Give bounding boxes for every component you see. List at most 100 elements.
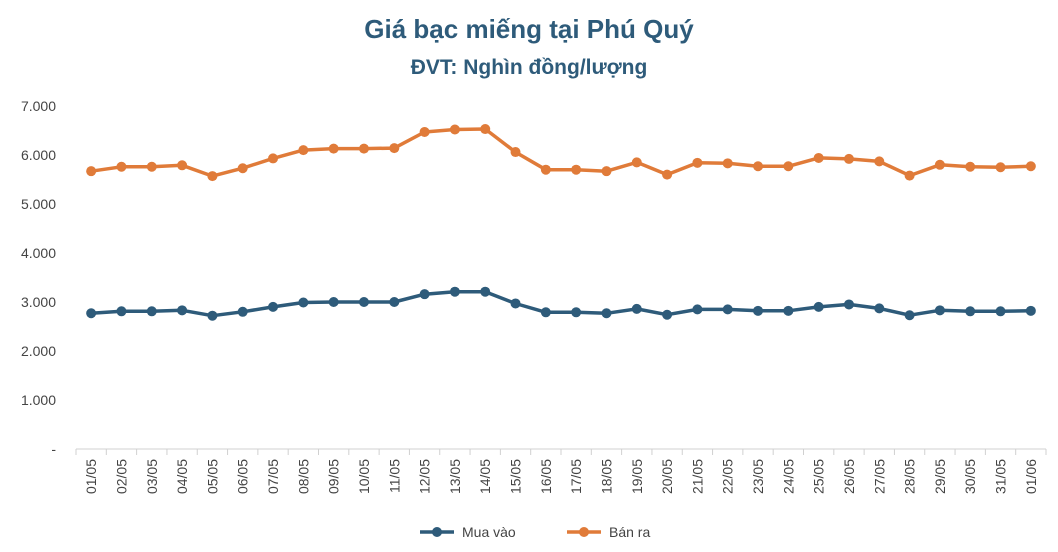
data-point [298,297,309,308]
data-point [389,297,400,307]
data-point [904,310,915,321]
x-tick-label: 02/05 [113,459,129,494]
data-point [389,143,400,154]
y-tick-label: - [51,441,56,457]
x-tick-label: 27/05 [871,459,887,494]
data-point [116,306,127,317]
data-point [449,286,460,297]
x-tick-label: 29/05 [932,459,948,494]
y-tick-label: 2.000 [21,343,56,359]
data-point [358,143,369,154]
data-point [419,289,430,300]
x-tick-label: 01/05 [83,459,99,494]
data-point [207,171,218,182]
data-point [540,164,551,175]
data-point [268,301,279,312]
legend-swatch-marker [432,527,442,537]
data-point [874,303,885,314]
x-tick-label: 19/05 [629,459,645,494]
data-point [722,304,733,315]
y-tick-label: 6.000 [21,147,56,163]
data-point [813,152,824,163]
x-tick-label: 01/06 [1023,459,1039,494]
data-point [843,153,854,164]
data-point [571,307,582,318]
data-point [480,286,491,297]
data-point [86,166,97,177]
data-point [813,301,824,312]
data-point [328,143,339,154]
y-tick-label: 3.000 [21,294,56,310]
data-point [753,305,764,316]
data-point [631,157,642,168]
data-point [843,299,854,310]
data-point [177,305,188,316]
data-point [934,159,945,170]
data-point [965,306,976,317]
data-point [207,310,218,321]
x-tick-label: 26/05 [841,459,857,494]
data-point [601,308,612,319]
x-tick-label: 09/05 [326,459,342,494]
x-tick-label: 28/05 [902,459,918,494]
data-point [783,161,794,172]
data-point [874,156,885,167]
data-point [662,309,673,320]
x-tick-label: 16/05 [538,459,554,494]
legend-label: Bán ra [609,524,650,540]
data-point [601,166,612,177]
data-point [904,170,915,181]
y-tick-label: 1.000 [21,392,56,408]
data-point [753,161,764,172]
x-tick-label: 12/05 [417,459,433,494]
x-tick-label: 22/05 [720,459,736,494]
data-point [540,307,551,318]
chart-title: Giá bạc miếng tại Phú Quý [364,14,694,44]
x-tick-label: 05/05 [204,459,220,494]
x-tick-label: 04/05 [174,459,190,494]
x-tick-label: 31/05 [993,459,1009,494]
data-point [510,147,521,158]
x-tick-label: 21/05 [689,459,705,494]
series-line-1 [91,289,1031,318]
data-point [449,124,460,135]
data-point [1025,161,1036,172]
legend-label: Mua vào [462,524,516,540]
data-point [510,298,521,309]
x-tick-label: 18/05 [598,459,614,494]
x-tick-label: 10/05 [356,459,372,494]
data-point [783,305,794,316]
x-tick-label: 14/05 [477,459,493,494]
data-point [419,126,430,137]
data-point [1025,305,1036,316]
x-tick-label: 25/05 [811,459,827,494]
x-tick-label: 30/05 [962,459,978,494]
series-line-2 [90,127,1031,178]
x-tick-label: 08/05 [295,459,311,494]
data-point [722,158,733,169]
legend-swatch-marker [579,527,589,537]
data-point [116,161,127,172]
data-point [692,304,703,315]
data-point [237,306,248,317]
x-tick-label: 07/05 [265,459,281,494]
data-point [692,157,703,168]
x-tick-label: 23/05 [750,459,766,494]
data-point [358,297,369,307]
y-tick-label: 5.000 [21,196,56,212]
data-point [177,160,188,171]
x-tick-label: 06/05 [235,459,251,494]
chart-subtitle: ĐVT: Nghìn đồng/lượng [410,56,648,79]
data-point [934,305,945,316]
data-point [146,161,157,172]
x-tick-label: 24/05 [780,459,796,494]
data-point [995,306,1006,317]
x-tick-label: 20/05 [659,459,675,494]
x-tick-label: 11/05 [386,459,402,493]
x-tick-label: 15/05 [508,459,524,494]
data-point [995,162,1006,173]
data-point [328,297,339,307]
x-tick-label: 17/05 [568,459,584,494]
data-point [298,145,309,156]
